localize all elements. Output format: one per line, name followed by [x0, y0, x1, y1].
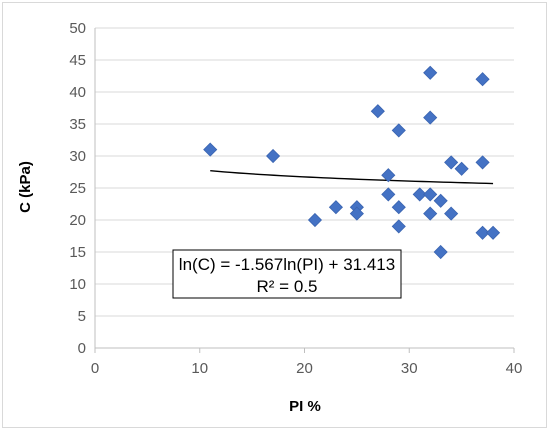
y-tick-labels: 0 5 10 15 20 25 30 35 40 45 50	[69, 20, 86, 357]
y-tick-label: 50	[69, 20, 86, 37]
data-point	[349, 206, 364, 221]
x-tick-label: 40	[506, 360, 523, 377]
y-tick-label: 25	[69, 180, 86, 197]
x-axis-title: PI %	[289, 398, 321, 415]
data-point	[444, 206, 459, 221]
data-point	[266, 148, 281, 164]
data-point	[203, 142, 218, 157]
y-tick-label: 30	[69, 148, 86, 165]
y-tick-label: 20	[69, 212, 86, 229]
data-point	[328, 200, 343, 215]
data-point	[454, 161, 469, 176]
y-tick-label: 15	[69, 244, 86, 261]
data-point	[391, 200, 406, 215]
data-point	[423, 65, 438, 80]
y-tick-label: 10	[69, 276, 86, 293]
axes	[94, 28, 515, 353]
data-point	[485, 225, 501, 240]
data-point	[423, 187, 438, 202]
x-tick-labels: 0 10 20 30 40	[91, 360, 523, 377]
equation-box: ln(C) = -1.567ln(PI) + 31.413 R² = 0.5	[172, 249, 402, 299]
data-point	[307, 212, 323, 228]
data-point	[475, 72, 490, 87]
x-tick-label: 10	[191, 360, 208, 377]
data-point	[475, 155, 490, 170]
data-point	[391, 219, 406, 234]
x-tick-label: 20	[296, 360, 313, 377]
equation-text: ln(C) = -1.567ln(PI) + 31.413	[179, 255, 395, 274]
gridlines	[95, 27, 514, 317]
x-tick-label: 30	[401, 360, 418, 377]
y-axis-title: C (kPa)	[17, 161, 34, 213]
data-point	[444, 155, 459, 170]
y-tick-label: 35	[69, 116, 86, 133]
data-point	[412, 187, 427, 202]
y-tick-label: 40	[69, 84, 86, 101]
x-tick-label: 0	[91, 360, 99, 377]
data-points	[203, 65, 501, 260]
data-point	[423, 110, 438, 125]
y-tick-label: 0	[78, 340, 86, 357]
data-point	[370, 104, 385, 119]
data-point	[381, 168, 396, 183]
y-tick-label: 45	[69, 52, 86, 69]
r-squared-text: R² = 0.5	[257, 277, 318, 296]
data-point	[433, 244, 448, 260]
y-tick-label: 5	[78, 308, 86, 325]
trendline	[210, 170, 494, 185]
data-point	[391, 123, 406, 138]
data-point	[475, 225, 490, 240]
data-point	[433, 193, 448, 208]
data-point	[381, 187, 396, 202]
data-point	[423, 206, 438, 221]
